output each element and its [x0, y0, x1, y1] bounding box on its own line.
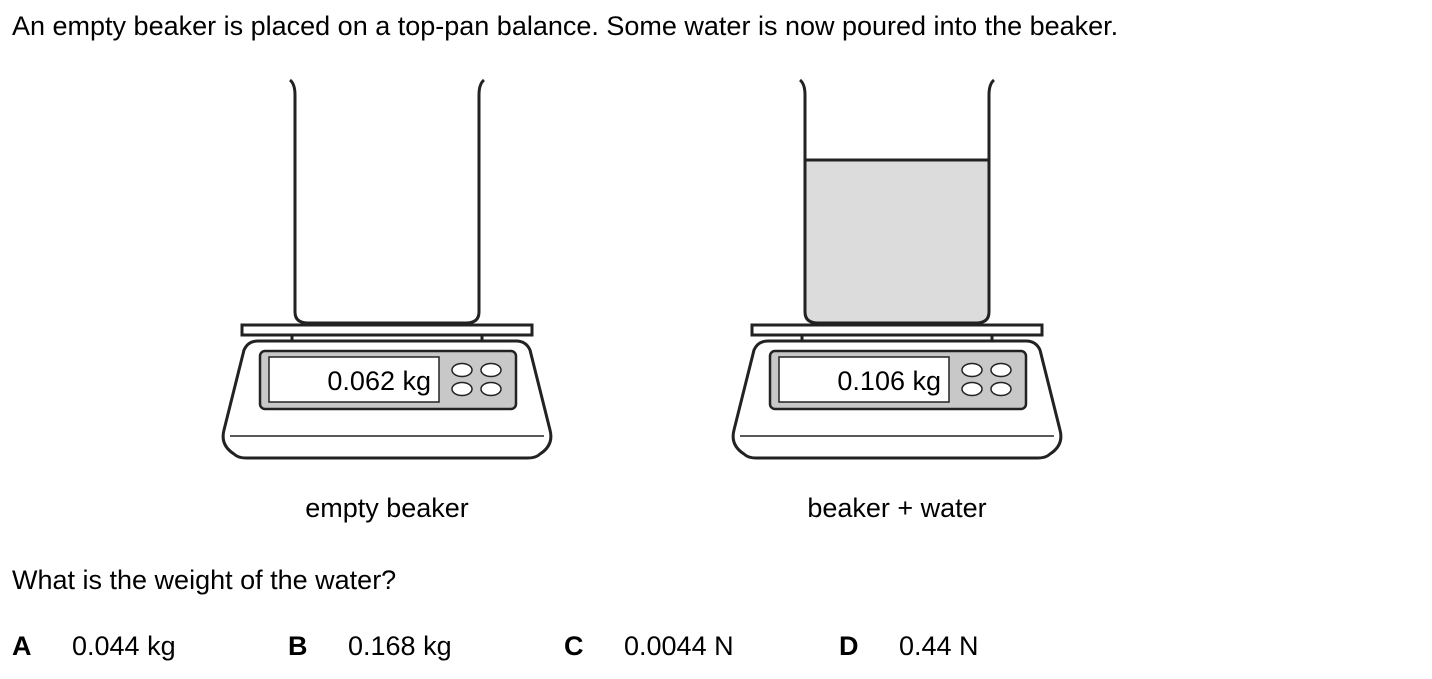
- balance-button: [961, 381, 983, 397]
- caption-empty-beaker: empty beaker: [305, 493, 469, 523]
- display-screen: [778, 356, 950, 403]
- balance-button: [480, 362, 502, 378]
- display-screen: [268, 356, 440, 403]
- option-text: 0.0044 N: [624, 631, 734, 661]
- beaker-water: [798, 78, 996, 325]
- option-d[interactable]: D 0.44 N: [839, 630, 979, 662]
- option-text: 0.044 kg: [72, 631, 176, 661]
- option-text: 0.44 N: [899, 631, 979, 661]
- balance-empty-beaker: 0.062 kg: [221, 78, 553, 460]
- balance-button: [990, 381, 1012, 397]
- option-text: 0.168 kg: [348, 631, 452, 661]
- balance-pan: [750, 323, 1044, 337]
- option-letter: A: [12, 631, 32, 661]
- option-letter: C: [564, 631, 584, 661]
- water-fill: [806, 161, 989, 323]
- balance-button: [480, 381, 502, 397]
- balance-button: [451, 381, 473, 397]
- option-a[interactable]: A 0.044 kg: [12, 630, 176, 662]
- option-c[interactable]: C 0.0044 N: [564, 630, 734, 662]
- option-letter: B: [288, 631, 308, 661]
- balance-reading: 0.106 kg: [837, 366, 941, 396]
- intro-text: An empty beaker is placed on a top-pan b…: [12, 11, 1119, 41]
- balance-button: [961, 362, 983, 378]
- balance-button: [451, 362, 473, 378]
- caption-beaker-water: beaker + water: [807, 493, 987, 523]
- question-text: What is the weight of the water?: [12, 565, 397, 595]
- balance-pan: [240, 323, 534, 337]
- balance-button: [990, 362, 1012, 378]
- balance-reading: 0.062 kg: [327, 366, 431, 396]
- option-b[interactable]: B 0.168 kg: [288, 630, 452, 662]
- balance-beaker-water: 0.106 kg: [731, 78, 1063, 460]
- beaker-empty: [288, 78, 486, 325]
- option-letter: D: [839, 631, 859, 661]
